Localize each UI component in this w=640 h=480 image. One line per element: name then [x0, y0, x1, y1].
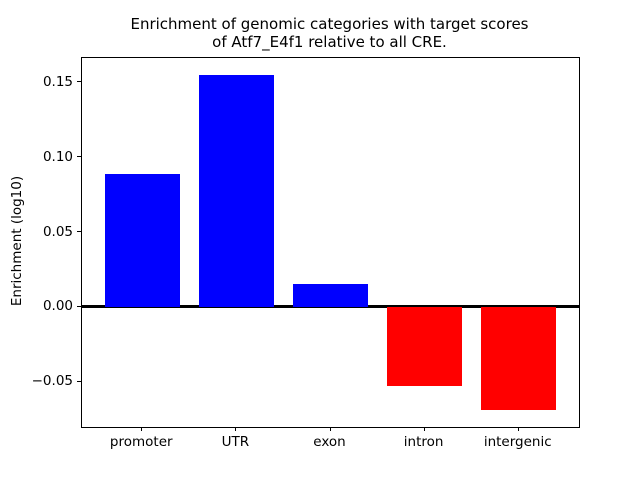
y-tick-mark	[77, 305, 81, 307]
chart-title-line-1: Enrichment of genomic categories with ta…	[130, 15, 529, 33]
bar-intron	[386, 306, 463, 387]
bar-exon	[292, 284, 369, 307]
x-tick-mark-exon	[329, 427, 331, 431]
x-tick-label-intergenic: intergenic	[483, 434, 552, 450]
x-tick-mark-intergenic	[517, 427, 519, 431]
x-tick-label-UTR: UTR	[221, 434, 250, 450]
zero-baseline	[82, 305, 579, 309]
y-tick-label: 0.00	[42, 298, 73, 315]
y-tick-mark	[77, 231, 81, 233]
x-tick-mark-promoter	[141, 427, 143, 431]
y-tick-mark	[77, 156, 81, 158]
y-tick-mark	[77, 81, 81, 83]
y-tick-label: 0.10	[42, 148, 73, 165]
y-tick-label: 0.05	[42, 223, 73, 240]
y-tick-mark	[77, 380, 81, 382]
y-axis-label: Enrichment (log10)	[9, 175, 25, 307]
y-tick-label: 0.15	[42, 73, 73, 90]
x-tick-label-promoter: promoter	[109, 434, 173, 450]
bar-intergenic	[481, 306, 557, 411]
y-tick-label: −0.05	[31, 373, 73, 390]
x-tick-mark-UTR	[235, 427, 237, 431]
plot-area	[81, 57, 580, 428]
x-tick-label-exon: exon	[313, 434, 346, 450]
x-tick-label-intron: intron	[403, 434, 444, 450]
x-tick-mark-intron	[423, 427, 425, 431]
bar-UTR	[198, 74, 275, 307]
chart-title-line-2: of Atf7_E4f1 relative to all CRE.	[212, 32, 447, 51]
bar-promoter	[104, 173, 180, 307]
chart-title: Enrichment of genomic categories with ta…	[81, 15, 578, 51]
